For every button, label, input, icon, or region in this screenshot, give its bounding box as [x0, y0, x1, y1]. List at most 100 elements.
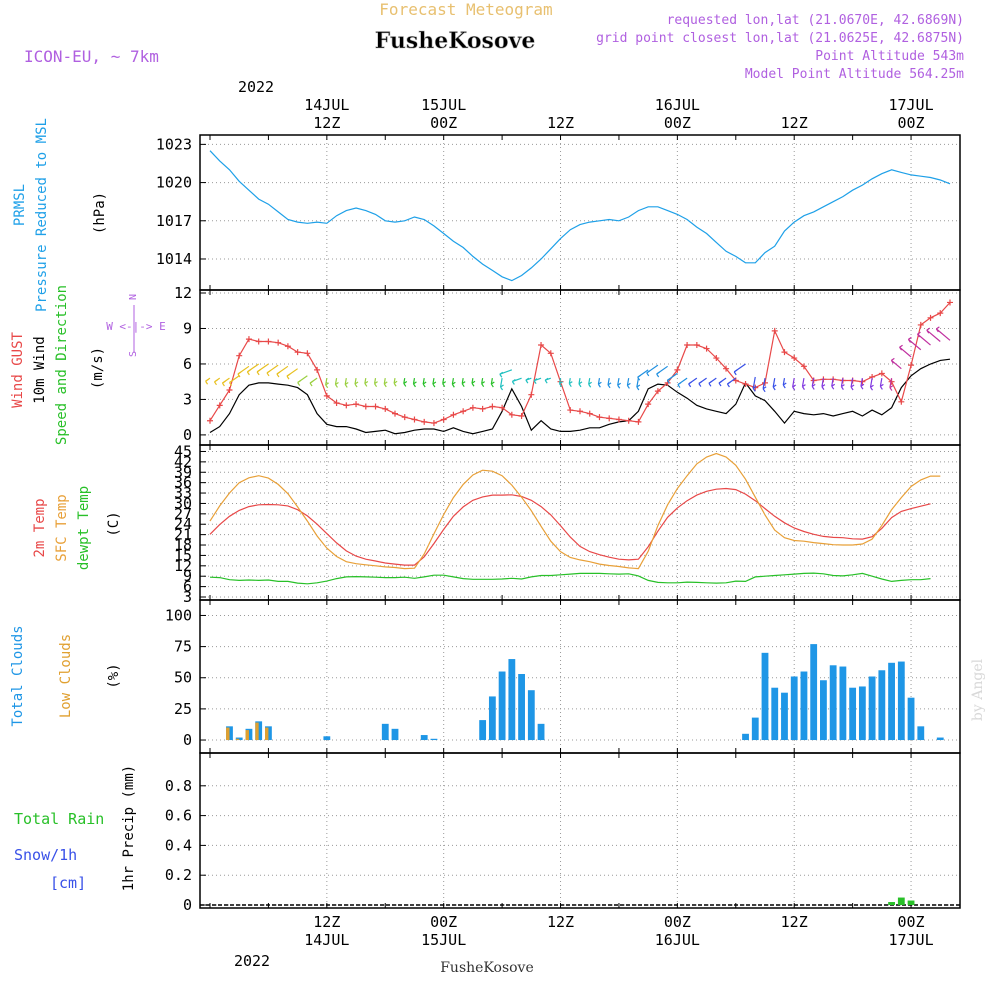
wind-arrow-head: [708, 380, 713, 387]
wind-label-gust: Wind GUST: [10, 332, 26, 408]
wind-arrow: [364, 378, 367, 384]
gust-marker: [245, 336, 252, 343]
gust-marker: [606, 415, 613, 422]
cloud-bar-total: [790, 676, 798, 741]
year-top: 2022: [238, 78, 274, 96]
y-tick-label: 1017: [156, 212, 192, 230]
wind-arrow-head: [432, 381, 437, 388]
wind-arrow-head: [383, 381, 388, 388]
point-altitude: Point Altitude 543m: [815, 49, 964, 64]
location-title: FusheKosove: [375, 28, 536, 54]
wind-arrow-head: [237, 371, 242, 378]
gust-marker: [917, 321, 924, 328]
wind-arrow-head: [636, 384, 641, 391]
wind-arrow: [890, 359, 902, 370]
cloud-bar-total: [498, 671, 506, 741]
wind-arrow: [821, 378, 825, 387]
wind-arrow: [889, 378, 893, 388]
gust-marker: [421, 418, 428, 425]
cloud-bar-total: [518, 674, 525, 741]
wind-arrow-head: [511, 378, 516, 385]
gust-marker: [236, 352, 243, 359]
wind-arrow-head: [801, 384, 806, 390]
wind-arrow-head: [578, 381, 583, 388]
y-tick-label: 42: [174, 453, 192, 471]
wind-arrow-head: [656, 371, 660, 378]
gust-marker: [713, 355, 720, 362]
wind-arrow-head: [525, 377, 530, 384]
time-label-top: 15JUL: [421, 96, 466, 114]
y-tick-label: 30: [174, 494, 192, 512]
wind-arrow: [860, 378, 863, 387]
wind-arrow-head: [266, 370, 271, 377]
wind-arrow-head: [533, 378, 538, 385]
wind-arrow-head: [917, 331, 921, 338]
gust-marker: [450, 411, 457, 418]
cloud-bar-total: [800, 671, 808, 741]
time-label-bottom: 17JUL: [888, 931, 933, 949]
wind-arrow-head: [831, 383, 836, 390]
wind-arrow: [850, 378, 854, 388]
wind-arrow-head: [597, 381, 602, 388]
gust-marker: [216, 402, 223, 409]
compass-n: N: [128, 294, 139, 300]
time-label-bottom: 15JUL: [421, 931, 466, 949]
gust-marker: [382, 405, 389, 412]
compass-we: W <-|-> E: [106, 320, 166, 333]
temp-line-dewpt-temp: [209, 572, 931, 585]
gust-marker: [392, 410, 398, 417]
wind-arrow-head: [422, 381, 427, 388]
cloud-bar-total: [839, 666, 847, 741]
gust-marker: [927, 314, 934, 321]
gust-marker: [654, 388, 661, 395]
y-tick-label: 45: [174, 442, 192, 460]
gust-marker: [674, 366, 681, 373]
cloud-bar-total: [771, 687, 779, 741]
wind-arrow: [461, 378, 464, 384]
wind-arrow-head: [850, 384, 855, 391]
y-tick-label: 0: [183, 426, 192, 444]
cloud-bar-total: [878, 670, 886, 741]
wind-arrow-head: [221, 380, 226, 387]
gust-marker: [528, 391, 535, 398]
wind-arrow: [422, 378, 425, 385]
time-label-top: 12Z: [313, 114, 340, 132]
cloud-bar-total: [537, 723, 545, 741]
cloud-bar-total: [868, 676, 876, 741]
wind-arrow: [558, 378, 562, 384]
panel-frame: [199, 289, 961, 446]
cloud-bar-total: [508, 659, 516, 741]
time-label-bottom: 12Z: [547, 913, 574, 931]
pressure-label-prmsl: PRMSL: [12, 184, 28, 226]
wind-arrow-head: [490, 381, 495, 388]
wind-arrow-head: [860, 383, 865, 390]
time-label-bottom: 14JUL: [304, 931, 349, 949]
wind-arrow: [762, 378, 766, 389]
wind-arrow: [481, 378, 484, 384]
time-label-bottom: 00Z: [664, 913, 691, 931]
footer-location: FusheKosove: [440, 960, 534, 976]
precip-bar: [888, 902, 895, 905]
y-tick-label: 12: [174, 557, 192, 575]
y-tick-label: 24: [174, 515, 192, 533]
cloud-bar-total: [742, 733, 749, 741]
wind-arrow-head: [879, 383, 884, 390]
wind-arrow-head: [276, 371, 281, 378]
wind-labels: Wind GUST 10m Wind Speed and Direction (…: [10, 285, 166, 445]
cloud-bar-total: [235, 737, 243, 741]
wind-arrow: [499, 378, 503, 388]
wind-arrow-head: [544, 377, 549, 384]
gust-marker: [898, 398, 905, 405]
gust-marker: [577, 408, 583, 415]
gust-marker: [440, 416, 447, 423]
gust-marker: [800, 363, 807, 370]
wind-arrow-head: [213, 379, 218, 386]
cloud-bar-total: [829, 665, 837, 741]
gust-marker: [314, 366, 321, 373]
wind-arrow: [578, 378, 581, 384]
wind-arrow-head: [325, 382, 329, 389]
gust-marker: [323, 392, 330, 399]
wind-arrow: [899, 346, 912, 358]
temp-line-2m-temp: [209, 487, 931, 566]
